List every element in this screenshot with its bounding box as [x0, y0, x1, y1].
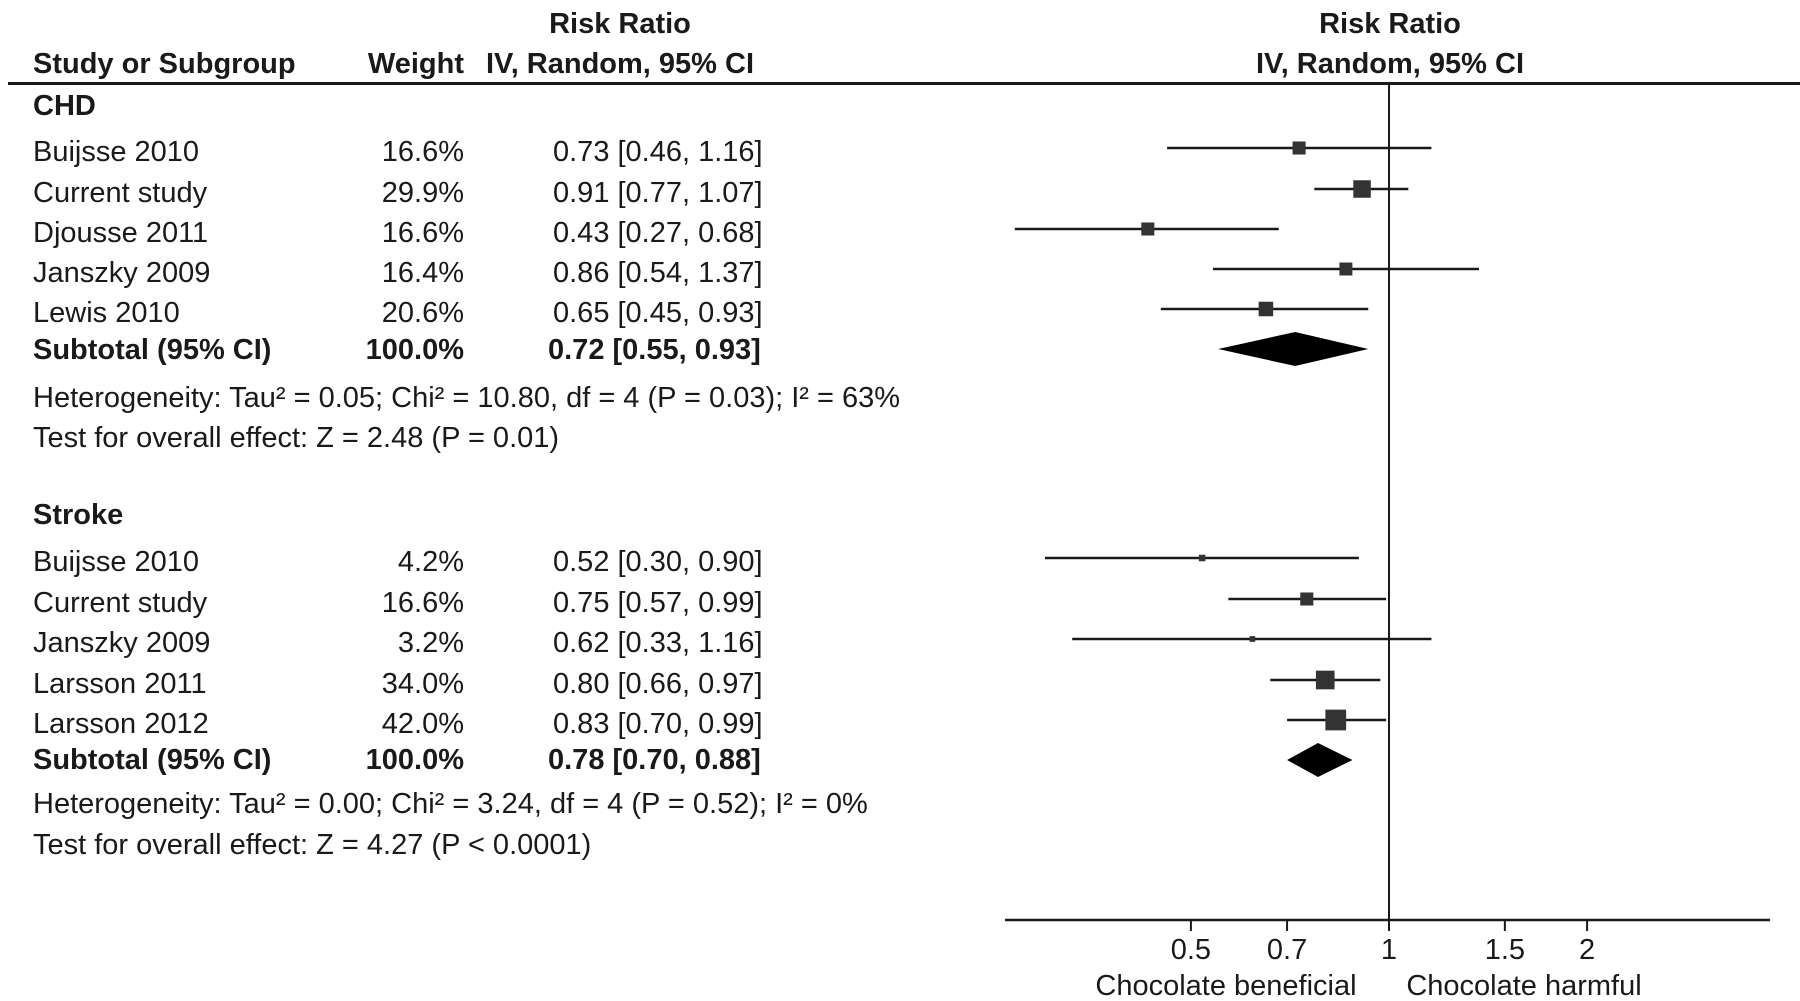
subtotal-label: Subtotal (95% CI) — [33, 744, 272, 776]
study-weight: 16.6% — [381, 587, 464, 619]
effect-header-top: Risk Ratio — [549, 8, 691, 40]
point-estimate — [1198, 554, 1206, 562]
x-tick-label: 2 — [1579, 934, 1595, 966]
point-estimate — [1315, 670, 1335, 690]
point-estimate — [1300, 592, 1314, 606]
study-weight: 16.6% — [381, 136, 464, 168]
subtotal-ci: 0.72 [0.55, 0.93] — [548, 334, 761, 366]
group-title-chd: CHD — [33, 90, 96, 122]
subtotal-ci: 0.78 [0.70, 0.88] — [548, 744, 761, 776]
study-weight: 20.6% — [381, 297, 464, 329]
subtotal-diamond — [1218, 332, 1369, 366]
study-ci: 0.91 [0.77, 1.07] — [553, 177, 763, 209]
subtotal-label: Subtotal (95% CI) — [33, 334, 272, 366]
plot-header-top: Risk Ratio — [1319, 8, 1461, 40]
x-tick-label: 1.5 — [1485, 934, 1525, 966]
subtotal-weight: 100.0% — [365, 744, 464, 776]
study-weight: 16.4% — [381, 257, 464, 289]
point-estimate — [1258, 301, 1274, 317]
group-title-stroke: Stroke — [33, 499, 124, 531]
study-name: Larsson 2012 — [33, 708, 209, 740]
study-name: Buijsse 2010 — [33, 136, 200, 168]
study-weight: 42.0% — [381, 708, 464, 740]
study-weight: 34.0% — [381, 668, 464, 700]
point-estimate — [1141, 222, 1155, 236]
point-estimate — [1339, 262, 1353, 276]
point-estimate — [1249, 636, 1256, 642]
subtotal-weight: 100.0% — [365, 334, 464, 366]
study-name: Janszky 2009 — [33, 257, 211, 289]
heterogeneity-text: Heterogeneity: Tau² = 0.00; Chi² = 3.24,… — [33, 788, 868, 820]
study-ci: 0.52 [0.30, 0.90] — [553, 546, 763, 578]
x-tick-label: 1 — [1381, 934, 1397, 966]
weight-header: Weight — [367, 48, 464, 80]
study-weight: 3.2% — [397, 627, 464, 659]
x-label-harmful: Chocolate harmful — [1406, 970, 1641, 1001]
study-ci: 0.75 [0.57, 0.99] — [553, 587, 763, 619]
study-weight: 16.6% — [381, 217, 464, 249]
study-name: Janszky 2009 — [33, 627, 211, 659]
effect-header-bottom: IV, Random, 95% CI — [485, 48, 755, 80]
heterogeneity-text: Heterogeneity: Tau² = 0.05; Chi² = 10.80… — [33, 382, 901, 414]
overall-effect-text: Test for overall effect: Z = 4.27 (P < 0… — [33, 829, 592, 861]
header-rule — [8, 82, 1800, 85]
point-estimate — [1325, 709, 1347, 731]
study-ci: 0.43 [0.27, 0.68] — [553, 217, 763, 249]
x-tick-label: 0.7 — [1267, 934, 1307, 966]
study-ci: 0.73 [0.46, 1.16] — [553, 136, 763, 168]
study-name: Larsson 2011 — [33, 668, 207, 700]
overall-effect-text: Test for overall effect: Z = 2.48 (P = 0… — [33, 422, 560, 454]
study-header: Study or Subgroup — [33, 48, 296, 80]
study-ci: 0.80 [0.66, 0.97] — [553, 668, 763, 700]
subtotal-diamond — [1287, 743, 1353, 777]
x-tick-label: 0.5 — [1171, 934, 1211, 966]
study-weight: 29.9% — [381, 177, 464, 209]
study-ci: 0.65 [0.45, 0.93] — [553, 297, 763, 329]
point-estimate — [1292, 141, 1306, 155]
study-name: Djousse 2011 — [33, 217, 209, 249]
study-ci: 0.83 [0.70, 0.99] — [553, 708, 763, 740]
x-label-beneficial: Chocolate beneficial — [1095, 970, 1356, 1001]
study-name: Buijsse 2010 — [33, 546, 200, 578]
study-weight: 4.2% — [397, 546, 464, 578]
study-name: Lewis 2010 — [33, 297, 180, 329]
study-name: Current study — [33, 177, 208, 209]
study-ci: 0.62 [0.33, 1.16] — [553, 627, 763, 659]
point-estimate — [1353, 180, 1371, 198]
plot-header-bottom: IV, Random, 95% CI — [1255, 48, 1525, 80]
study-name: Current study — [33, 587, 208, 619]
study-ci: 0.86 [0.54, 1.37] — [553, 257, 763, 289]
